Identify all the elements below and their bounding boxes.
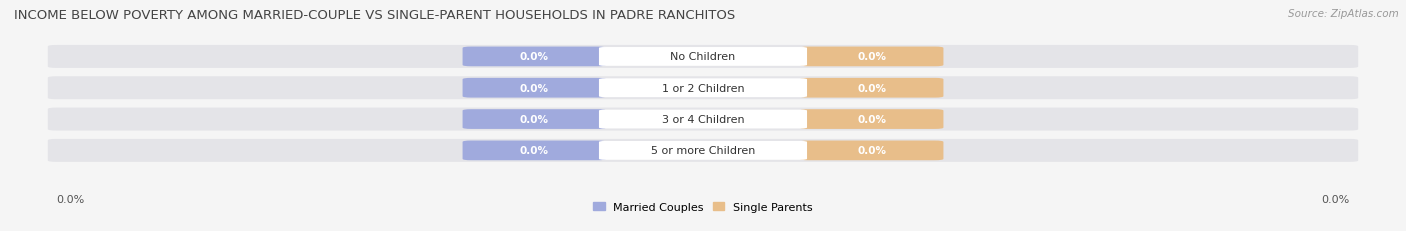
Text: 0.0%: 0.0%: [858, 52, 886, 62]
Text: 1 or 2 Children: 1 or 2 Children: [662, 83, 744, 93]
Text: 0.0%: 0.0%: [858, 146, 886, 156]
Legend: Married Couples, Single Parents: Married Couples, Single Parents: [589, 197, 817, 216]
Text: 0.0%: 0.0%: [520, 83, 548, 93]
Text: 0.0%: 0.0%: [858, 115, 886, 125]
Text: 0.0%: 0.0%: [520, 146, 548, 156]
Text: 3 or 4 Children: 3 or 4 Children: [662, 115, 744, 125]
Text: 0.0%: 0.0%: [520, 52, 548, 62]
Text: 0.0%: 0.0%: [56, 194, 84, 204]
Text: 0.0%: 0.0%: [858, 83, 886, 93]
Text: 0.0%: 0.0%: [520, 115, 548, 125]
Text: Source: ZipAtlas.com: Source: ZipAtlas.com: [1288, 9, 1399, 19]
Text: INCOME BELOW POVERTY AMONG MARRIED-COUPLE VS SINGLE-PARENT HOUSEHOLDS IN PADRE R: INCOME BELOW POVERTY AMONG MARRIED-COUPL…: [14, 9, 735, 22]
Text: 5 or more Children: 5 or more Children: [651, 146, 755, 156]
Text: 0.0%: 0.0%: [1322, 194, 1350, 204]
Text: No Children: No Children: [671, 52, 735, 62]
